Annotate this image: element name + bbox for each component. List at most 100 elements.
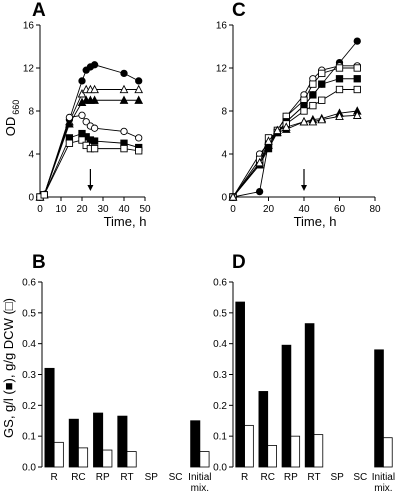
panel-c-series-6-line (232, 114, 358, 198)
panel-c-series-6-point (273, 125, 282, 135)
panel-c-x-tick-label: 40 (298, 204, 310, 215)
panel-a-series-1-point (134, 84, 144, 94)
panel-d-y-tick-label: 0.4 (213, 339, 227, 350)
panel-b-bar-open (126, 451, 137, 468)
panel-d-bar-filled (374, 349, 384, 468)
panel-d-y-tick-label: 0.2 (213, 401, 227, 412)
panel-b-y-tick-label: 0.3 (22, 370, 36, 381)
panel-a-series-1-point (90, 84, 99, 94)
panel-c-series-3-line (232, 78, 358, 198)
panel-a-x-tick-label: 10 (55, 204, 67, 215)
panel-b-y-tick-label: 0.4 (22, 339, 36, 350)
panel-b-category-label: SC (169, 472, 183, 483)
panel-c-series-2-point (335, 64, 344, 72)
panel-d-bar-open (383, 437, 393, 468)
panel-a-series-0-point (90, 61, 99, 69)
panel-c-x-tick-label: 0 (230, 204, 236, 215)
panel-c-series-0-point (353, 37, 361, 45)
panel-c-x-axis-title: Time, h (294, 214, 337, 229)
panel-a-series-1-point (119, 84, 129, 94)
panel-d-category-label: Initial (372, 472, 395, 483)
panel-c-series-1-line (232, 65, 358, 198)
panel-a-series-5-point (120, 144, 128, 153)
panel-b-y-tick-label: 0.2 (22, 401, 36, 412)
panel-a-series-2-point (134, 95, 144, 104)
panel-a-y-tick-label: 8 (28, 107, 34, 118)
panel-a-x-tick-label: 50 (139, 204, 151, 215)
panel-c-series-4-point (353, 85, 361, 94)
panel-a-series-3-point (90, 124, 99, 132)
panel-b-category-label: RP (96, 472, 110, 483)
panel-b-category-label: R (51, 472, 58, 483)
panel-c-series-6-point (335, 111, 344, 121)
panel-a-series-2-point (90, 95, 99, 104)
panel-c-series-5-line (232, 110, 358, 198)
panel-c-series-6-point (352, 110, 362, 119)
panel-letter-a: A (32, 0, 46, 21)
panel-d-bar-open (267, 445, 277, 468)
panel-d-category-label: SC (353, 472, 367, 483)
panel-a-series-3-point (135, 134, 143, 142)
panel-c-series-0-point (255, 187, 264, 196)
panel-a-series-5-point (90, 144, 99, 153)
panel-b-bar-open (53, 441, 64, 468)
panel-a-y-tick-label: 12 (23, 64, 35, 75)
panel-letter-d: D (232, 252, 246, 273)
panel-letter-c: C (232, 0, 246, 21)
panel-b-category-label: Initial (188, 472, 211, 483)
panel-c-series-3-point (309, 91, 317, 99)
panel-b-bar-open (199, 451, 210, 468)
panel-a-series-5-point (65, 139, 74, 147)
panel-c-series-3-point (335, 75, 344, 83)
panel-d-category-label: RP (284, 472, 298, 483)
panel-b-bar-chart: 0.0 0.1 0.2 0.3 0.4 0.5 0.6 R RC RP RT SP SC Initialm… (22, 278, 211, 495)
panel-d-bar-open (313, 434, 324, 468)
panel-b-category-label: RC (71, 472, 85, 483)
panel-a-series-3-point (120, 127, 128, 136)
panel-d-category-label: RC (260, 472, 274, 483)
panel-b-bar-open (78, 447, 89, 468)
panel-d-bar-filled (304, 323, 315, 468)
gs-axis-title: GS, g/l (■), g/g DCW (□) (1, 298, 16, 438)
panel-a-line-chart: 0 4 8 12 16 0 10 20 30 40 50 (23, 21, 151, 216)
panel-b-category-label: SP (145, 472, 159, 483)
panel-c-series-4-line (232, 89, 358, 198)
panel-c-series-6-point (299, 116, 309, 126)
panel-d-bar-filled (281, 344, 292, 468)
panel-b-y-tick-label: 0.0 (22, 463, 36, 474)
panel-a-arrow-head (87, 185, 94, 191)
panel-b-y-tick-label: 0.5 (22, 308, 36, 319)
panel-a-y-tick-label: 16 (23, 21, 35, 32)
panel-c-series-4-point (335, 85, 344, 94)
panel-d-bar-filled (235, 301, 245, 468)
panel-b-bar-filled (117, 415, 128, 468)
panel-letter-b: B (32, 252, 46, 273)
panel-d-category-label: mix. (374, 483, 392, 494)
panel-d-bar-filled (258, 391, 269, 468)
panel-a-series-5-point (78, 136, 86, 144)
panel-d-bar-open (244, 424, 254, 468)
panel-d-y-tick-label: 0.5 (213, 308, 227, 319)
panel-a-series-2-point (119, 95, 129, 104)
panel-d-category-label: SP (330, 472, 344, 483)
od-axis-title-sub: 660 (11, 100, 21, 115)
panel-b-bar-filled (44, 367, 55, 468)
panel-c-series-2-point (318, 69, 326, 78)
panel-a-series-5-point (40, 191, 48, 199)
panel-b-bar-filled (68, 418, 79, 468)
od-axis-title-main: OD (3, 117, 18, 137)
panel-b-category-label: mix. (191, 483, 209, 494)
panel-a-series-4-point (90, 137, 99, 145)
od-axis-title: OD 660 (3, 100, 21, 137)
panel-c-series-6-point (317, 114, 327, 124)
panel-c-arrow-head (301, 185, 307, 191)
panel-c-x-tick-label: 60 (334, 204, 346, 215)
panel-c-x-tick-label: 80 (369, 204, 381, 215)
panel-a-series-3-point (82, 118, 90, 126)
panel-c-series-6-point (264, 136, 273, 145)
panel-d-bar-chart: 0.0 0.1 0.2 0.3 0.4 0.5 0.6 R RC RP RT SP SC Initialm… (213, 278, 395, 495)
panel-a-series-3-point (65, 113, 74, 122)
panel-a-series-0-point (135, 77, 143, 85)
panel-c-y-tick-label: 8 (221, 107, 227, 118)
